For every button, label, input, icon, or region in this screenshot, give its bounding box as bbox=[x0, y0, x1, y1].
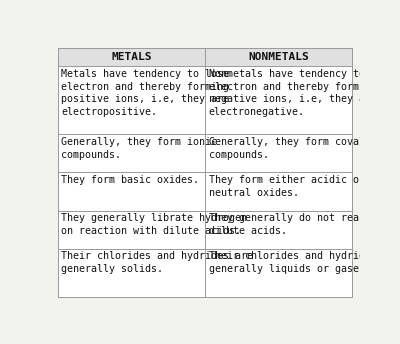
Text: Their chlorides and hydrides are
generally liquids or gases.: Their chlorides and hydrides are general… bbox=[209, 251, 400, 274]
Bar bbox=[58, 211, 352, 249]
Bar bbox=[58, 66, 352, 134]
Bar bbox=[58, 249, 352, 297]
Text: METALS: METALS bbox=[111, 52, 152, 62]
Text: Their chlorides and hydrides are
generally solids.: Their chlorides and hydrides are general… bbox=[62, 251, 254, 274]
Text: Nonmetals have tendency to gain
electron and thereby form
negative ions, i.e, th: Nonmetals have tendency to gain electron… bbox=[209, 69, 395, 117]
Bar bbox=[58, 134, 352, 172]
Text: NONMETALS: NONMETALS bbox=[248, 52, 309, 62]
Text: They form basic oxides.: They form basic oxides. bbox=[62, 175, 200, 185]
Text: Generally, they form ionic
compounds.: Generally, they form ionic compounds. bbox=[62, 137, 218, 160]
Text: They form either acidic or
neutral oxides.: They form either acidic or neutral oxide… bbox=[209, 175, 365, 198]
Text: Metals have tendency to lose
electron and thereby forming
positive ions, i.e, th: Metals have tendency to lose electron an… bbox=[62, 69, 230, 117]
Bar bbox=[58, 48, 352, 66]
Text: They generally do not react with
dilute acids.: They generally do not react with dilute … bbox=[209, 213, 400, 236]
Text: Generally, they form covalent
compounds.: Generally, they form covalent compounds. bbox=[209, 137, 383, 160]
Text: They generally librate hydrogen
on reaction with dilute acids.: They generally librate hydrogen on react… bbox=[62, 213, 248, 236]
Bar bbox=[58, 172, 352, 211]
